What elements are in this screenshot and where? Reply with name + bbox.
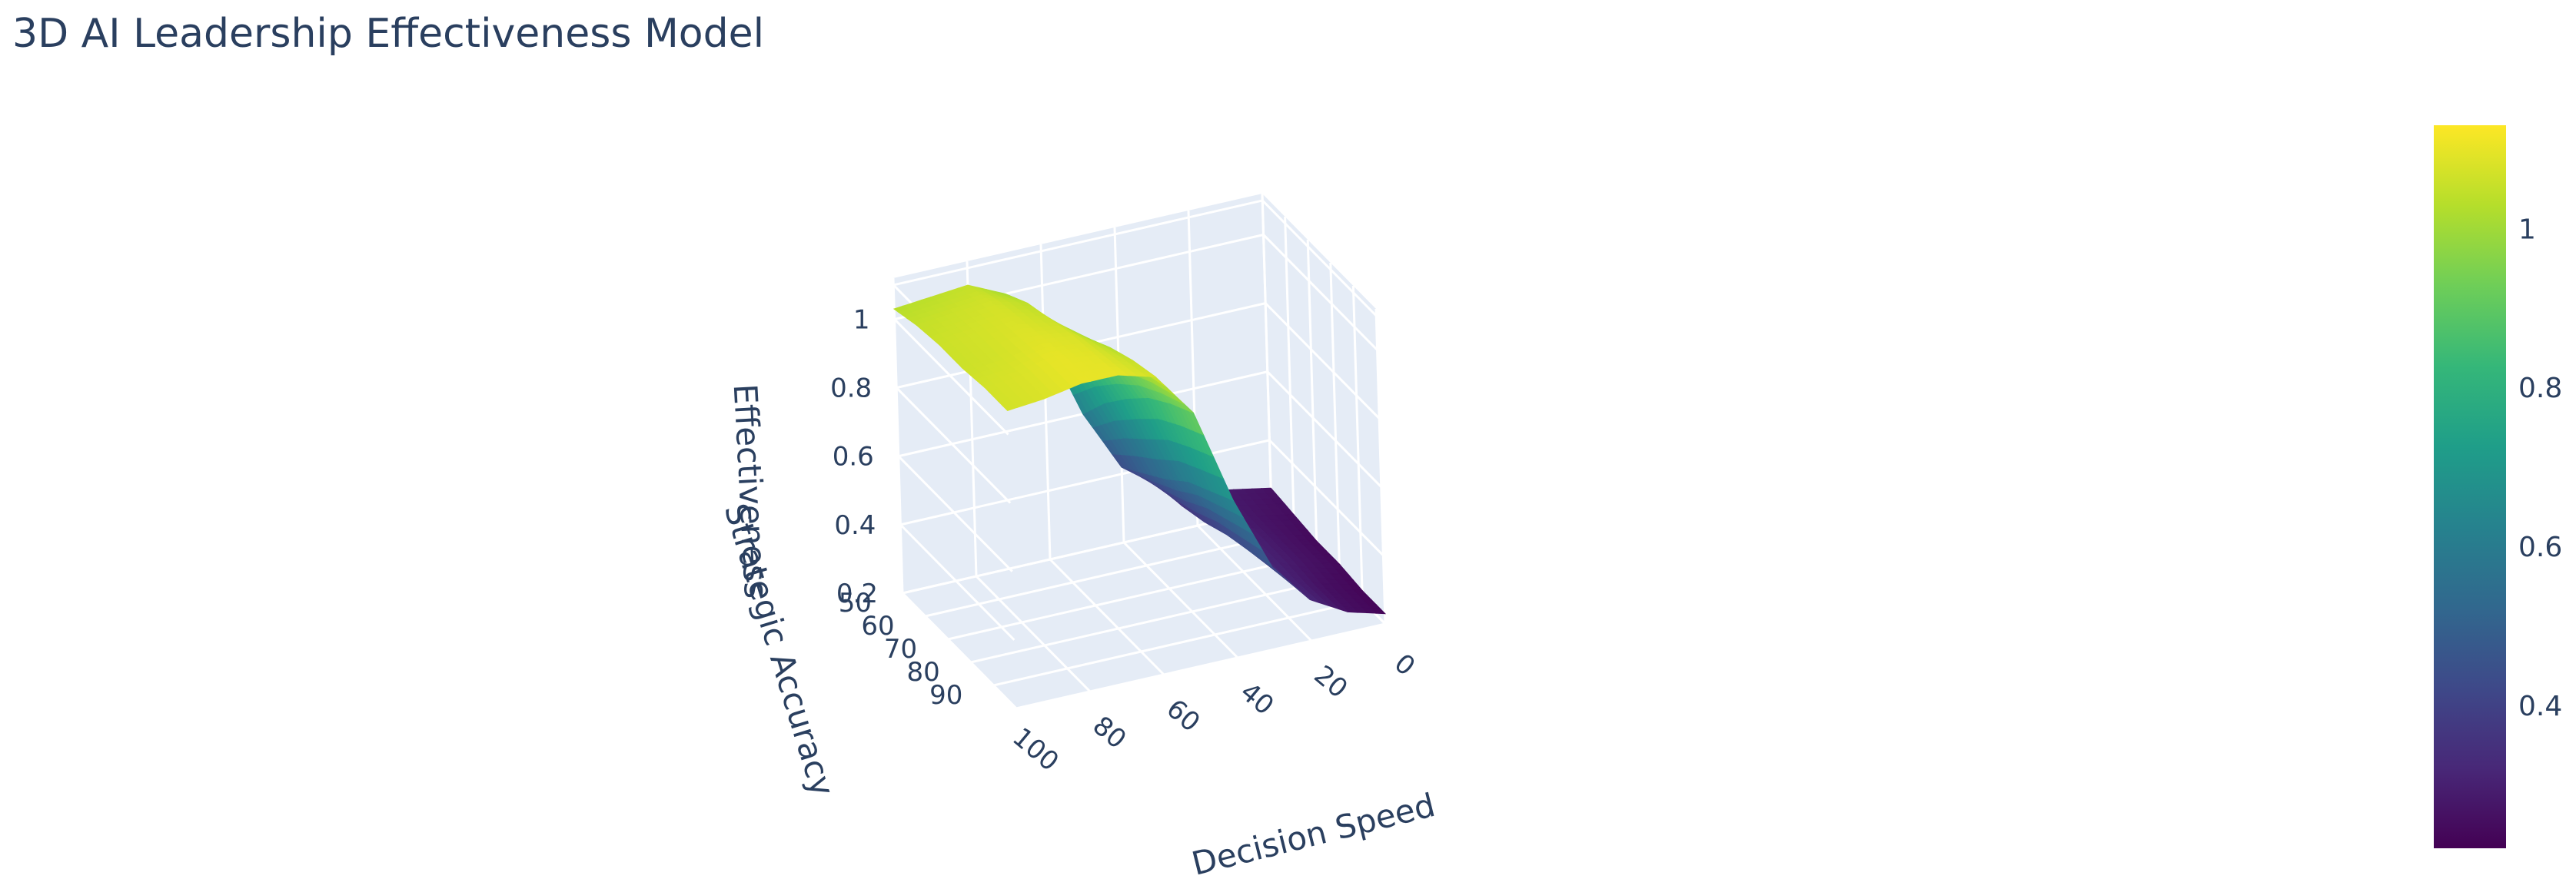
z-gridline-left <box>896 386 1012 504</box>
y-gridline-wall <box>1261 193 1273 509</box>
y-gridline-wall <box>1351 285 1364 602</box>
y-gridline-floor <box>947 553 1318 641</box>
z-gridline-side <box>1262 234 1378 351</box>
z-gridline-side <box>1268 439 1384 556</box>
z-tick-label: 0.6 <box>833 442 874 473</box>
y-tick-label: 80 <box>907 657 940 688</box>
y-gridline-floor <box>993 599 1363 687</box>
y-tick-label: 90 <box>929 680 962 711</box>
x-gridline-wall <box>892 277 904 594</box>
z-gridline-side <box>1266 370 1382 488</box>
z-tick-label: 0.2 <box>836 579 878 609</box>
z-gridline-left <box>901 592 1018 710</box>
z-gridline-left <box>893 318 1009 436</box>
y-gridline-wall <box>1284 216 1296 532</box>
colorbar: 0.4 0.6 0.8 1 <box>2434 125 2562 848</box>
x-tick-label: 0 <box>1388 648 1421 682</box>
chart-title: 3D AI Leadership Effectiveness Model <box>12 11 765 57</box>
y-tick-label: 70 <box>884 634 917 665</box>
3d-scene[interactable]: 02040608010050607080900.20.40.60.81Decis… <box>717 193 1439 883</box>
y-tick-label: 50 <box>839 588 872 619</box>
z-tick-label: 1 <box>853 304 870 335</box>
surface <box>892 284 1387 615</box>
z-axis-title: Effectiveness <box>726 383 776 599</box>
y-gridline-wall <box>1306 239 1318 556</box>
z-tick-label: 0.4 <box>834 510 876 541</box>
y-tick-label: 60 <box>861 611 894 642</box>
y-gridline-wall <box>1329 262 1341 579</box>
colorbar-tick-label: 0.6 <box>2518 532 2562 563</box>
x-tick-label: 40 <box>1235 676 1280 721</box>
z-gridline-left <box>897 455 1013 572</box>
y-gridline-floor <box>925 530 1295 618</box>
x-tick-label: 20 <box>1308 659 1354 704</box>
x-tick-label: 80 <box>1087 710 1132 755</box>
colorbar-tick-label: 0.8 <box>2518 373 2562 404</box>
x-gridline-wall <box>1039 244 1052 560</box>
x-tick-label: 60 <box>1161 693 1206 738</box>
y-gridline-wall <box>1374 308 1387 625</box>
x-gridline-floor <box>975 575 1092 693</box>
x-gridline-floor <box>1049 558 1165 676</box>
x-gridline-floor <box>1196 524 1313 642</box>
x-tick-label: 100 <box>1006 721 1064 777</box>
z-gridline-side <box>1261 199 1378 317</box>
z-gridline-side <box>1265 302 1381 420</box>
x-gridline-floor <box>1122 541 1239 659</box>
y-gridline-floor <box>1015 622 1386 710</box>
surface-patch <box>1002 402 1018 411</box>
colorbar-tick-label: 1 <box>2518 214 2536 245</box>
z-gridline-back <box>892 199 1263 287</box>
colorbar-ramp <box>2434 125 2506 848</box>
colorbar-tick-label: 0.4 <box>2518 691 2562 722</box>
y-gridline-floor <box>970 576 1341 664</box>
x-axis-title: Decision Speed <box>1188 786 1438 883</box>
z-tick-label: 0.8 <box>830 373 872 404</box>
z-gridline-left <box>899 523 1015 641</box>
